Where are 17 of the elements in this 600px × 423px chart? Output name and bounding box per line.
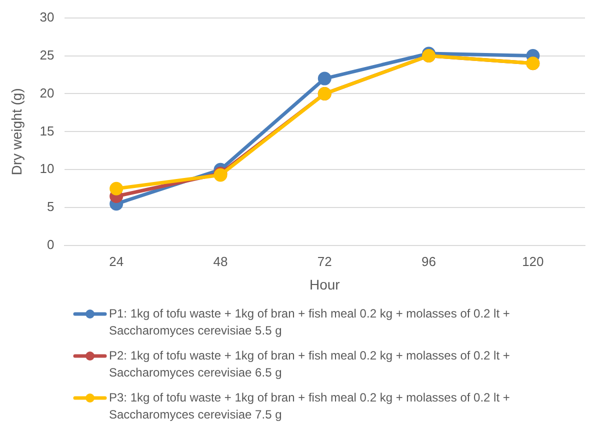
legend-label: P3: 1kg of tofu waste + 1kg of bran + fish meal 0.2 kg + molasses of 0.2 lt + Saccharomyces cerevisiae 7.5 g — [109, 390, 510, 422]
x-tick-label: 96 — [422, 254, 436, 269]
x-axis-title: Hour — [309, 276, 340, 292]
x-tick-label: 120 — [522, 254, 544, 269]
y-tick-label: 15 — [40, 123, 54, 138]
y-axis-title: Dry weight (g) — [8, 88, 24, 176]
y-tick-label: 10 — [40, 161, 54, 176]
x-tick-label: 48 — [213, 254, 228, 269]
legend-label: P2: 1kg of tofu waste + 1kg of bran + fish meal 0.2 kg + molasses of 0.2 lt + Saccharomyces cerevisiae 6.5 g — [109, 348, 510, 380]
y-tick-label: 5 — [47, 199, 54, 214]
legend-label: P1: 1kg of tofu waste + 1kg of bran + fish meal 0.2 kg + molasses of 0.2 lt + Saccharomyces cerevisiae 5.5 g — [109, 306, 510, 338]
x-tick-label: 72 — [317, 254, 332, 269]
y-tick-label: 0 — [47, 237, 54, 252]
y-tick-label: 30 — [40, 9, 54, 24]
y-tick-label: 25 — [40, 47, 54, 62]
y-tick-label: 20 — [40, 85, 54, 100]
x-tick-label: 24 — [109, 254, 124, 269]
